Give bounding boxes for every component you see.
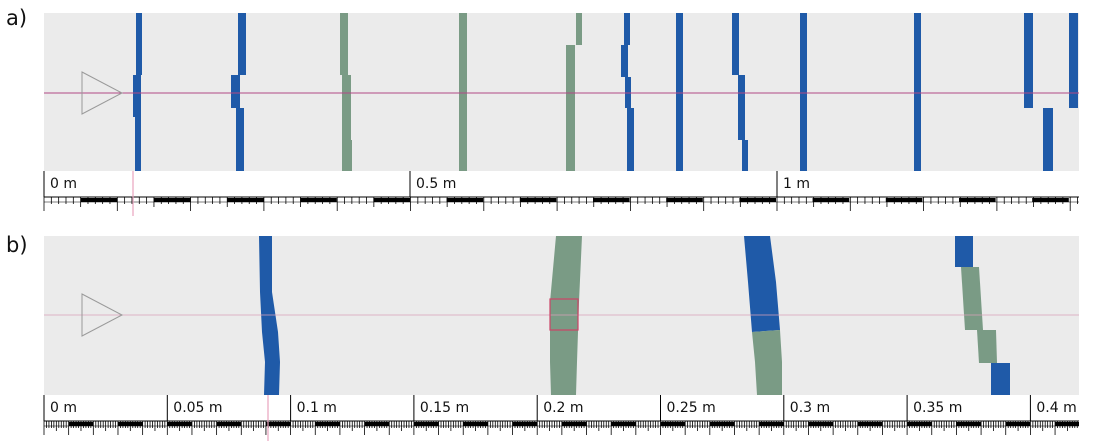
play-triangle-icon [81, 293, 124, 337]
ruler-bar-block [666, 198, 703, 202]
panel-b-strips [259, 236, 1010, 395]
ruler-bar-block [611, 422, 636, 426]
ruler-bar-block [1005, 422, 1031, 426]
panel-b-scale-label: 0.05 m [173, 400, 222, 416]
ruler-bar-block [167, 422, 192, 426]
ruler-bar-block [1055, 422, 1079, 426]
panel-a-strip-segment [627, 108, 634, 171]
panel-a-scale-label: 1 m [783, 176, 810, 192]
panel-a-strip-segment [1043, 108, 1053, 171]
ruler-bar-block [885, 198, 923, 202]
panel-a-strip-segment [1069, 13, 1078, 108]
ruler-bar-block [364, 422, 390, 426]
panel-a-strips [133, 13, 1078, 171]
ruler-bar-block [512, 422, 538, 426]
ruler-bar-block [265, 422, 291, 426]
panel-a-label: a) [6, 6, 28, 30]
panel-a-strip-segment [566, 45, 575, 171]
panel-a-strip-segment [236, 108, 244, 171]
ruler-bar-block [660, 422, 686, 426]
selection-box [549, 298, 579, 331]
panel-b-strip-segment [752, 330, 782, 395]
panel-b-strip-segment [744, 236, 780, 332]
panel-b-scale-label: 0 m [50, 400, 77, 416]
ruler-bar-block [68, 422, 94, 426]
panel-a-strip-segment [676, 13, 683, 171]
panel-a-strip-segment [340, 13, 348, 75]
ruler-bar-block [80, 198, 118, 202]
panel-b-strip-segment [955, 236, 973, 267]
panel-b-ruler: 0 m 0.05 m 0.1 m 0.15 m 0.2 m 0.25 m 0.3 m 0.35… [43, 395, 1079, 441]
ruler-bar-block [709, 422, 735, 426]
panel-a-ruler: 0 m 0.5 m 1 m [43, 171, 1079, 216]
ruler-bar-block [959, 198, 996, 202]
ruler-bar-block [593, 198, 630, 202]
panel-a-strip-segment [135, 117, 141, 171]
panel-a-strip-segment [459, 13, 467, 171]
ruler-bar-block [808, 422, 834, 426]
panel-a-strip-segment [732, 13, 739, 75]
panel-a-strip-segment [742, 140, 748, 171]
panel-a-strip-segment [238, 13, 246, 75]
ruler-bar-block [463, 422, 488, 426]
ruler-bar-block [561, 422, 587, 426]
panel-a-strip-segment [576, 13, 582, 45]
ruler-bar-block [907, 422, 932, 426]
play-triangle-icon [81, 71, 124, 115]
panel-a-scale-label: 0.5 m [416, 176, 456, 192]
ruler-bar-block [812, 198, 850, 202]
panel-b-ticks [43, 421, 1079, 435]
panel-a-scale-label: 0 m [50, 176, 77, 192]
panel-a-strip-segment [133, 75, 141, 117]
ruler-bar-block [117, 422, 143, 426]
ruler-bar-block [300, 198, 337, 202]
panel-b-scale-label: 0.15 m [420, 400, 469, 416]
panel-b-scale-label: 0.25 m [667, 400, 716, 416]
panel-a-strip-segment [914, 106, 921, 171]
panel-b-strip-segment [977, 330, 997, 363]
panel-a-strip-segment [624, 13, 630, 45]
panel-a-strip-segment [800, 13, 807, 171]
ruler-bar-block [446, 198, 484, 202]
panel-b-scale-label: 0.35 m [913, 400, 962, 416]
panel-b-strip-segment [991, 363, 1010, 395]
panel-b-strip-segment [550, 236, 582, 395]
panel-a-strip-segment [914, 13, 921, 106]
ruler-bar-block [216, 422, 242, 426]
ruler-bar-block [413, 422, 439, 426]
panel-a-strip-segment [342, 140, 352, 171]
ruler-bar-block [153, 198, 191, 202]
panel-a: 0 m 0.5 m 1 m [43, 13, 1079, 216]
ruler-bar-block [227, 198, 264, 202]
panel-a-strip-segment [342, 75, 351, 140]
panel-b: 0 m 0.05 m 0.1 m 0.15 m 0.2 m 0.25 m 0.3 m 0.35… [43, 236, 1079, 441]
ruler-bar-block [956, 422, 982, 426]
ruler-bar-block [739, 198, 776, 202]
panel-a-strip-segment [1024, 13, 1033, 108]
ruler-bar-block [1032, 198, 1069, 202]
panel-b-strip-segment [961, 267, 983, 330]
panel-a-strip-segment [136, 13, 142, 75]
ruler-bar-block [759, 422, 784, 426]
panel-b-scale-label: 0.1 m [297, 400, 337, 416]
panel-b-label: b) [6, 233, 28, 257]
panel-b-strip-segment [259, 236, 280, 395]
panel-a-canvas [44, 13, 1079, 171]
panel-b-scale-label: 0.3 m [790, 400, 830, 416]
ruler-bar-block [857, 422, 883, 426]
ruler-bar-block [373, 198, 410, 202]
panel-a-strip-segment [621, 45, 628, 77]
panel-a-strip-segment [738, 75, 745, 140]
ruler-bar-block [519, 198, 557, 202]
panel-a-ticks [43, 197, 1079, 211]
ruler-bar-block [315, 422, 340, 426]
panel-a-strip-segment [231, 75, 240, 108]
panel-b-scale-label: 0.4 m [1036, 400, 1076, 416]
panel-b-scale-label: 0.2 m [543, 400, 583, 416]
